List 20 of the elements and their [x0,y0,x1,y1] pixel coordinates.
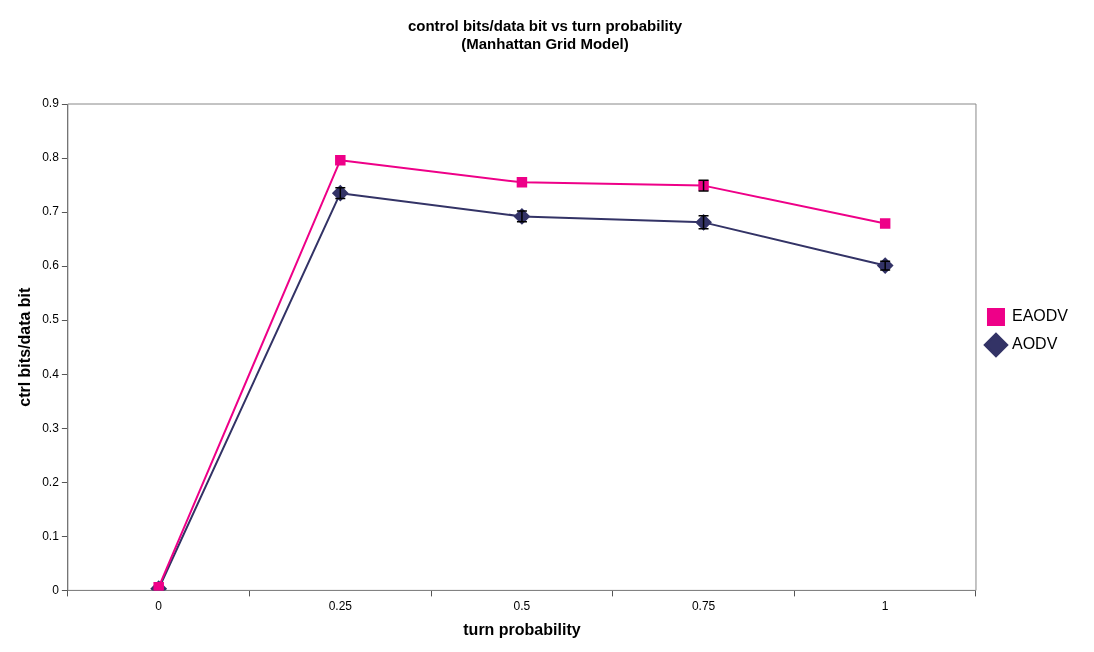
x-tick-label: 1 [881,598,889,613]
y-tick-label: 0.7 [42,204,60,219]
y-tick-label: 0.3 [42,420,60,435]
x-axis-title: turn probability [463,620,581,638]
y-tick-label: 0.4 [42,366,60,381]
x-tick-label: 0.25 [328,598,353,613]
chart-title: control bits/data bit vs turn probability (Manhattan Grid Model) [407,17,683,53]
legend-label: EAODV [1011,307,1069,325]
y-tick-label: 0.5 [42,312,60,327]
y-tick-label: 0.9 [42,96,60,111]
y-tick-label: 0.6 [42,258,60,273]
x-tick-label: 0.5 [513,598,531,613]
x-tick-label: 0.75 [691,598,716,613]
x-tick-label: 0 [155,598,163,613]
y-tick-label: 0.8 [42,150,60,165]
y-tick-label: 0.2 [42,474,60,489]
legend-label: AODV [1011,335,1058,353]
y-axis-title: ctrl bits/data bit [16,286,34,407]
y-tick-label: 0.1 [42,528,60,543]
y-tick-label: 0 [52,582,60,597]
